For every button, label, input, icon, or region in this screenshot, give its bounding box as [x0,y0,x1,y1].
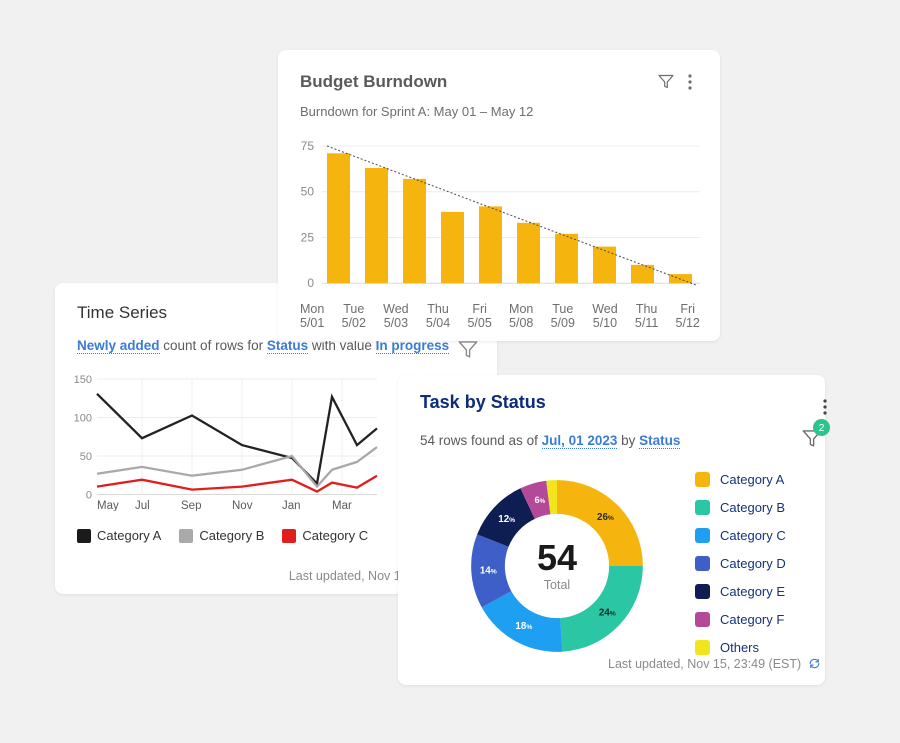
svg-text:May: May [97,500,119,511]
svg-text:0: 0 [307,276,314,290]
svg-text:Mar: Mar [332,500,352,511]
svg-text:50: 50 [80,451,92,463]
svg-text:Sep: Sep [181,500,201,511]
svg-text:Jul: Jul [135,500,150,511]
svg-text:Nov: Nov [232,500,253,511]
svg-text:50: 50 [301,185,315,199]
svg-text:0: 0 [86,490,92,502]
svg-text:75: 75 [301,139,315,153]
svg-text:Jan: Jan [282,500,301,511]
svg-text:100: 100 [74,413,92,425]
svg-text:25: 25 [301,231,315,245]
svg-text:150: 150 [74,374,92,386]
